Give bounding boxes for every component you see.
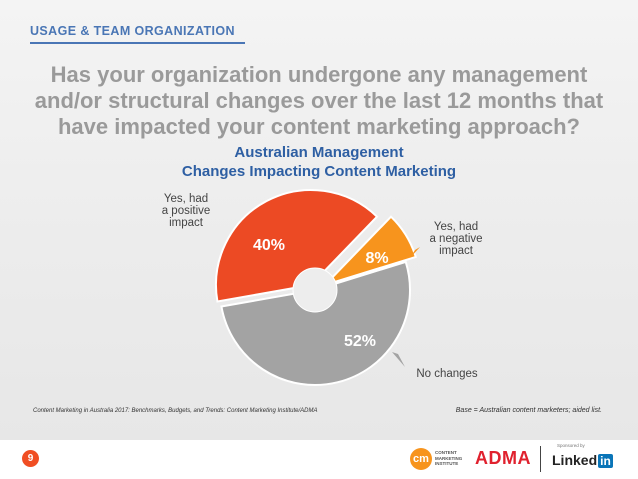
cmi-logo-text: CONTENT MARKETING INSTITUTE — [435, 450, 463, 466]
slice-value-label: 52% — [344, 333, 376, 350]
slice-category-label-line: impact — [439, 245, 474, 257]
slice-category-label-line: a positive — [162, 205, 211, 217]
cmi-logo-mark: cm — [410, 448, 432, 470]
slice-category-label-line: a negative — [429, 233, 482, 245]
source-note: Content Marketing in Australia 2017: Ben… — [33, 408, 318, 414]
chart-title-line1: Australian Management — [234, 144, 404, 161]
base-note: Base = Australian content marketers; aid… — [455, 407, 602, 414]
pie-slice — [324, 215, 418, 286]
slice-category-label-line: No changes — [416, 368, 478, 380]
slice-category-label-line: Yes, had — [434, 221, 478, 233]
slice-pointer — [410, 247, 420, 258]
slice-pointer — [392, 352, 405, 367]
chart-title: Australian Management Changes Impacting … — [120, 143, 518, 181]
cmi-logo: cm CONTENT MARKETING INSTITUTE — [410, 448, 470, 472]
logo-divider — [540, 446, 541, 472]
slice-category-label: Yes, had a positive impact — [162, 193, 211, 229]
slice-category-label: No changes — [416, 368, 478, 380]
slide-panel: USAGE & TEAM ORGANIZATION Has your organ… — [0, 0, 638, 440]
section-rule — [30, 42, 245, 44]
slice-value-label: 8% — [365, 250, 388, 267]
donut-hole — [292, 267, 338, 313]
pie-slice — [220, 260, 411, 386]
survey-question: Has your organization undergone any mana… — [34, 62, 604, 139]
slice-category-label: Yes, had a negative impact — [429, 221, 482, 257]
chart-title-line2: Changes Impacting Content Marketing — [181, 163, 457, 180]
slice-value-label: 40% — [253, 237, 285, 254]
linkedin-logo-in: in — [598, 454, 613, 468]
slice-category-label-line: Yes, had — [164, 193, 208, 205]
adma-logo: ADMA — [475, 448, 531, 468]
slice-category-label-line: impact — [169, 217, 204, 229]
pie-slice — [215, 189, 379, 303]
linkedin-logo: Linked in — [552, 452, 613, 468]
section-label: USAGE & TEAM ORGANIZATION — [30, 24, 235, 38]
sponsor-label: Sponsored by — [557, 443, 585, 448]
page-number: 9 — [22, 450, 39, 467]
linkedin-logo-word: Linked — [552, 452, 598, 468]
